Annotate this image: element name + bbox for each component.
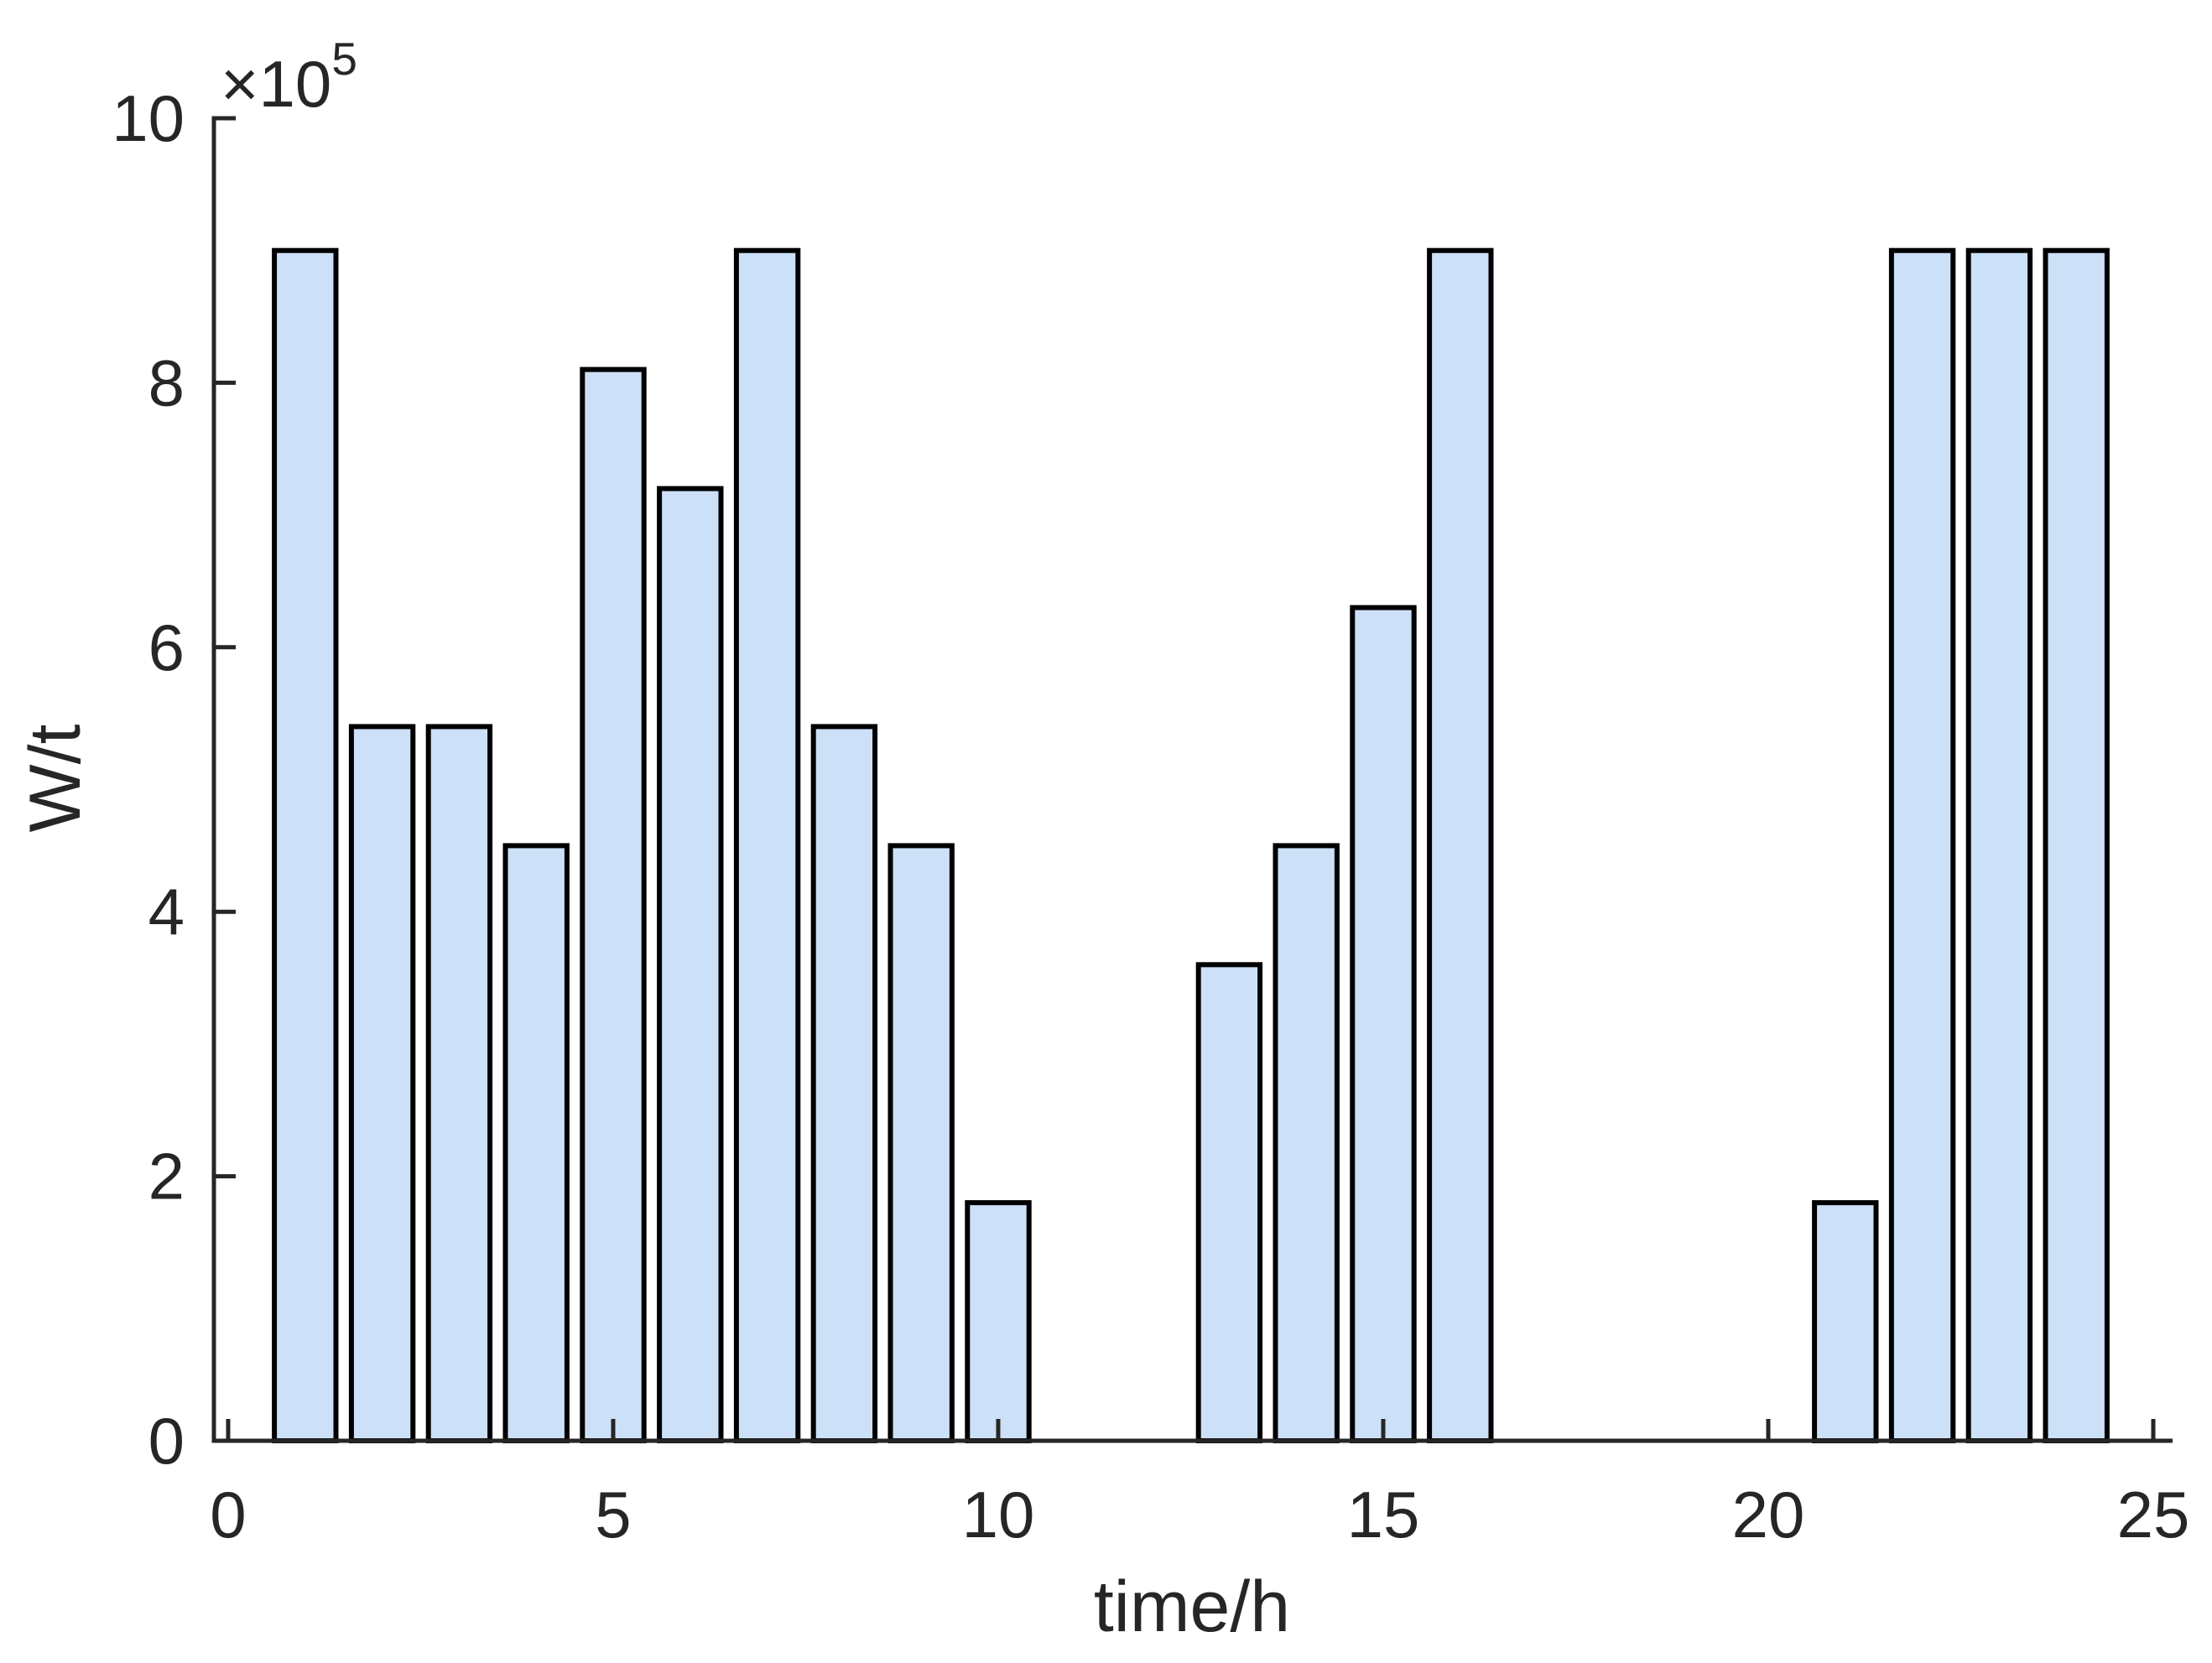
y-axis-multiplier: ×105: [221, 33, 357, 121]
x-tick-label: 15: [1347, 1478, 1420, 1551]
bar: [733, 247, 801, 1444]
y-axis-multiplier-base: ×10: [221, 47, 331, 121]
x-tick-label: 10: [962, 1478, 1035, 1551]
y-axis-label: W/t: [15, 724, 96, 832]
x-tick-label: 25: [2117, 1478, 2190, 1551]
bars-group: [272, 247, 2110, 1444]
y-tick-label: 10: [112, 81, 185, 155]
bar: [348, 724, 416, 1443]
bar: [1427, 247, 1494, 1444]
bar: [810, 724, 878, 1443]
bar: [1195, 962, 1263, 1444]
bar: [580, 366, 647, 1444]
bar: [502, 843, 570, 1443]
x-tick-label: 5: [595, 1478, 631, 1551]
bar: [1965, 247, 2033, 1444]
x-tick-label: 0: [210, 1478, 246, 1551]
bar: [1812, 1200, 1879, 1443]
y-tick-label: 2: [148, 1140, 185, 1213]
y-tick-label: 0: [148, 1404, 185, 1478]
bar: [1273, 843, 1340, 1443]
x-axis-label: time/h: [1094, 1567, 1290, 1647]
y-tick-label: 4: [148, 875, 185, 948]
bar: [2043, 247, 2110, 1444]
bar: [1888, 247, 1956, 1444]
x-tick-label: 20: [1732, 1478, 1805, 1551]
tick-labels-group: 0 5 10 15 20 25 0 2 4 6 8 10: [112, 81, 2189, 1551]
bar: [425, 724, 493, 1443]
bar: [1350, 605, 1417, 1443]
y-tick-label: 8: [148, 346, 185, 419]
axes-group: [211, 116, 2173, 1443]
y-axis-multiplier-exponent: 5: [331, 33, 357, 85]
bar: [887, 843, 955, 1443]
bar: [272, 247, 339, 1444]
y-tick-label: 6: [148, 611, 185, 684]
bar: [965, 1200, 1032, 1443]
bar: [657, 486, 724, 1443]
